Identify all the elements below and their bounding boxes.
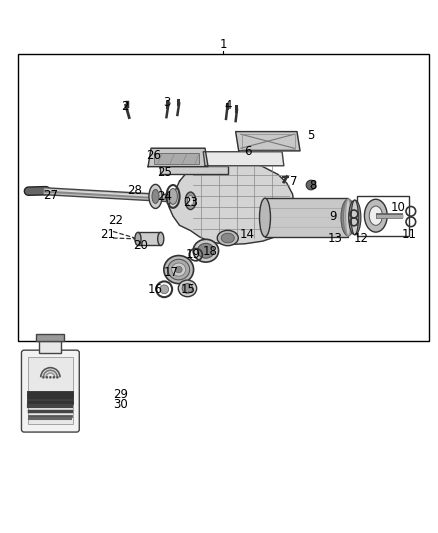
Ellipse shape: [198, 243, 214, 258]
Ellipse shape: [217, 230, 238, 246]
Text: 7: 7: [290, 175, 297, 188]
Bar: [160, 166, 228, 174]
Ellipse shape: [152, 189, 159, 204]
Ellipse shape: [178, 280, 197, 297]
Text: 29: 29: [113, 388, 128, 401]
Text: 1: 1: [219, 37, 227, 51]
Bar: [265, 198, 348, 237]
Text: 4: 4: [224, 99, 232, 112]
Text: 6: 6: [244, 146, 251, 158]
Ellipse shape: [182, 284, 193, 293]
Text: 11: 11: [402, 229, 417, 241]
Ellipse shape: [175, 266, 182, 273]
Text: 21: 21: [100, 228, 115, 241]
Circle shape: [46, 376, 48, 378]
Ellipse shape: [172, 263, 186, 276]
Ellipse shape: [351, 200, 358, 235]
Ellipse shape: [259, 198, 271, 237]
Text: 9: 9: [329, 209, 337, 223]
Circle shape: [42, 376, 45, 378]
Ellipse shape: [185, 192, 196, 209]
Text: 26: 26: [146, 149, 161, 161]
Ellipse shape: [135, 232, 141, 246]
FancyBboxPatch shape: [21, 350, 79, 432]
Ellipse shape: [187, 196, 194, 206]
Text: 5: 5: [307, 128, 314, 142]
Circle shape: [306, 180, 316, 190]
Text: 19: 19: [185, 248, 200, 261]
Circle shape: [56, 376, 59, 378]
Ellipse shape: [369, 206, 382, 225]
Ellipse shape: [349, 200, 361, 235]
Ellipse shape: [168, 259, 190, 280]
Text: 2: 2: [121, 100, 129, 113]
Text: 24: 24: [157, 190, 172, 203]
Text: 8: 8: [310, 179, 317, 192]
Polygon shape: [236, 132, 300, 151]
Text: 14: 14: [240, 229, 255, 241]
Ellipse shape: [343, 199, 353, 236]
Polygon shape: [203, 152, 284, 166]
Ellipse shape: [164, 255, 194, 284]
Bar: [28, 357, 73, 424]
Text: 16: 16: [148, 283, 163, 296]
Text: 20: 20: [133, 239, 148, 252]
Text: 22: 22: [109, 214, 124, 227]
Text: 17: 17: [163, 265, 178, 279]
Ellipse shape: [193, 239, 219, 262]
Ellipse shape: [169, 189, 177, 204]
Text: 27: 27: [43, 189, 58, 202]
Bar: [357, 196, 409, 236]
Circle shape: [160, 285, 169, 294]
Bar: [154, 153, 199, 164]
Text: 18: 18: [203, 245, 218, 258]
Text: 15: 15: [181, 283, 196, 296]
Text: 25: 25: [157, 166, 172, 179]
Polygon shape: [169, 158, 294, 245]
Text: 30: 30: [113, 398, 128, 411]
Circle shape: [136, 237, 140, 241]
Circle shape: [136, 237, 140, 241]
Ellipse shape: [341, 199, 356, 236]
Text: 13: 13: [328, 231, 343, 245]
Ellipse shape: [158, 232, 164, 246]
Bar: [36, 334, 64, 341]
Ellipse shape: [346, 199, 351, 236]
Polygon shape: [148, 148, 208, 167]
Bar: [18, 54, 429, 341]
Bar: [242, 134, 295, 149]
Circle shape: [53, 376, 55, 378]
Text: 10: 10: [391, 201, 406, 214]
Circle shape: [49, 376, 52, 378]
Text: 23: 23: [183, 196, 198, 209]
Text: 12: 12: [354, 231, 369, 245]
Ellipse shape: [149, 184, 162, 208]
Ellipse shape: [221, 233, 234, 243]
Text: 3: 3: [163, 96, 170, 109]
Bar: [39, 341, 61, 353]
Bar: [138, 232, 161, 246]
Text: 28: 28: [127, 184, 142, 197]
Ellipse shape: [364, 199, 387, 232]
